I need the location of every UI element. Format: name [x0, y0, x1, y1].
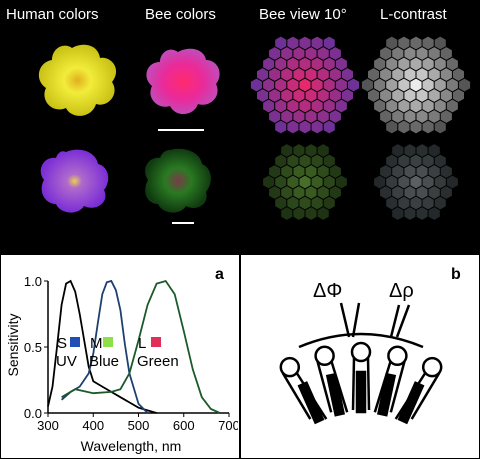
header-l-contrast: L-contrast: [380, 6, 447, 23]
ommatidium-wall: [389, 361, 406, 413]
lens: [350, 341, 372, 363]
cornea-arc: [298, 332, 424, 349]
lens: [421, 356, 443, 378]
l-contrast-mosaic-1: [361, 36, 471, 134]
bee-view-mosaic-2: [263, 144, 347, 220]
ommatidium-wall: [410, 372, 441, 420]
legend-swatch: [70, 337, 80, 347]
series-2-line: [61, 279, 221, 414]
view-axis-line: [339, 302, 351, 338]
l-contrast-mosaic-2: [374, 144, 458, 220]
rhabdom: [355, 370, 367, 414]
x-tick-label: 400: [82, 418, 104, 433]
lens: [279, 356, 301, 378]
y-tick-label: 0.0: [24, 406, 42, 421]
delta-phi-label: ΔΦ: [313, 280, 342, 302]
ommatidia-diagram: b ΔΦ Δρ: [279, 266, 461, 425]
flower-image-grid: Human colors Bee colors Bee view 10° L-c…: [0, 0, 480, 254]
legend-name: Green: [137, 353, 179, 370]
legend-letter: S: [57, 335, 67, 352]
ommatidium-wall: [351, 357, 356, 411]
panel-b-label: b: [451, 266, 461, 283]
x-tick-label: 600: [173, 418, 195, 433]
lens: [314, 345, 335, 367]
ommatidium-wall: [330, 361, 349, 413]
ommatidium-wall: [373, 361, 392, 413]
header-human-colors: Human colors: [6, 6, 99, 23]
bee-colors-flower-2: [145, 148, 211, 213]
bee-view-mosaic-1: [250, 36, 360, 134]
delta-rho-label: Δρ: [389, 280, 414, 302]
x-tick-label: 700: [218, 418, 238, 433]
lens: [387, 345, 408, 367]
acceptance-line: [389, 304, 401, 338]
flower-images: [38, 36, 471, 224]
x-tick-label: 500: [128, 418, 150, 433]
y-axis-label: Sensitivity: [5, 313, 21, 376]
panel-a-label: a: [215, 266, 224, 283]
acceptance-line: [395, 304, 411, 338]
rhabdom: [376, 372, 397, 417]
series-0-line: [47, 279, 157, 414]
legend-swatch: [151, 337, 161, 347]
bee-colors-flower-1: [146, 48, 220, 115]
panel-b-eye-diagram: b ΔΦ Δρ: [240, 254, 480, 459]
ommatidia: [279, 302, 443, 425]
rhabdom: [325, 372, 346, 417]
legend-letter: M: [90, 335, 103, 352]
ommatidium-wall: [316, 361, 333, 413]
scale-bar-1: [158, 129, 204, 131]
y-tick-label: 1.0: [24, 274, 42, 289]
legend-letter: L: [138, 335, 146, 352]
rhabdom: [397, 381, 425, 425]
legend-name: UV: [56, 353, 77, 370]
panel-a-sensitivity-chart: a 300 400 500 600 700 0.0 0.5 1.0 S UV M Blue L Gree…: [0, 254, 240, 459]
ommatidium-wall: [281, 372, 312, 420]
header-bee-colors: Bee colors: [145, 6, 216, 23]
series-1-line: [61, 279, 149, 414]
x-tick-label: 300: [37, 418, 59, 433]
human-colors-flower-1: [38, 44, 117, 116]
view-axis-line: [351, 302, 361, 338]
rhabdom: [297, 381, 325, 425]
human-colors-flower-2: [40, 149, 109, 213]
x-axis-label: Wavelength, nm: [81, 438, 182, 454]
header-bee-view: Bee view 10°: [259, 6, 347, 23]
ommatidium-wall: [366, 357, 371, 411]
y-tick-label: 0.5: [24, 340, 42, 355]
legend-name: Blue: [89, 353, 119, 370]
legend-swatch: [103, 337, 113, 347]
scale-bar-2: [172, 222, 194, 224]
